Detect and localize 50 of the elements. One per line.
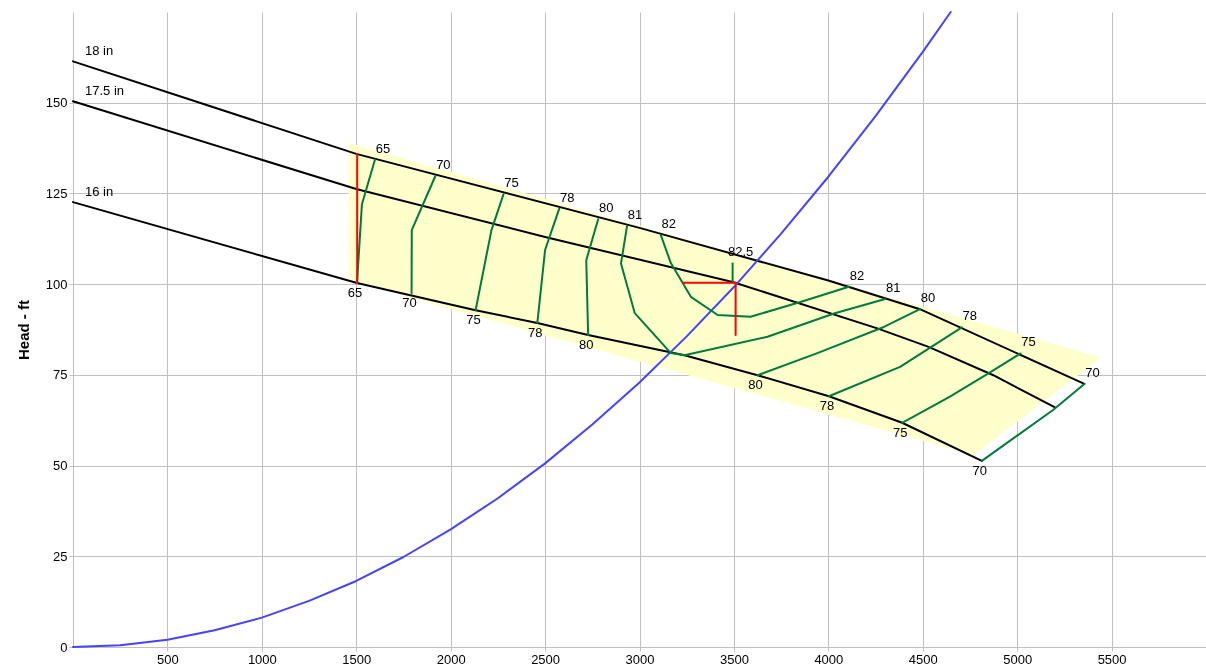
annotation: 78	[962, 308, 978, 324]
y-axis-title: Head - ft	[14, 300, 32, 360]
annotation: 78	[560, 189, 575, 205]
x-tick-label: 2500	[531, 651, 561, 665]
x-tick-label: 2000	[436, 651, 466, 665]
x-tick-label: 5500	[1097, 651, 1127, 665]
series-label: 18 in	[85, 43, 114, 59]
line-series	[72, 100, 1056, 409]
annotation: 82	[661, 216, 677, 232]
x-tick-label: 500	[157, 651, 179, 665]
annotation: 65	[375, 140, 391, 156]
annotation: 81	[885, 280, 901, 296]
annotation: 75	[504, 175, 519, 191]
annotation: 65	[347, 285, 363, 301]
annotation: 81	[627, 207, 643, 223]
y-tick-label: 100	[45, 276, 68, 292]
y-tick-label: 25	[53, 548, 68, 564]
line-series	[72, 11, 952, 648]
annotation: 75	[466, 312, 481, 328]
y-tick-label: 50	[53, 458, 68, 474]
series-label: 17.5 in	[85, 83, 125, 99]
y-tick-label: 75	[53, 367, 68, 383]
x-tick-label: 4500	[908, 651, 938, 665]
line-series	[72, 201, 983, 462]
annotation: 75	[1021, 334, 1036, 350]
annotation: 75	[892, 424, 908, 440]
annotation: 70	[436, 157, 451, 173]
annotation: 78	[819, 398, 835, 414]
annotation: 70	[1085, 364, 1100, 380]
annotation: 70	[972, 462, 988, 478]
annotation: 80	[748, 377, 763, 393]
series-label: 16 in	[85, 184, 114, 200]
y-tick-label: 125	[45, 185, 68, 201]
annotation: 80	[598, 200, 614, 216]
y-tick-label: 150	[45, 95, 68, 111]
x-tick-label: 1500	[342, 651, 372, 665]
annotation: 80	[920, 290, 936, 306]
line-series	[756, 308, 921, 377]
x-tick-label: 1000	[247, 651, 277, 665]
annotation: 78	[528, 324, 543, 340]
x-tick-label: 3000	[625, 651, 655, 665]
annotation: 70	[402, 295, 417, 311]
line-series	[901, 352, 1022, 424]
x-tick-label: 5000	[1003, 651, 1033, 665]
x-tick-label: 4000	[814, 651, 844, 665]
line-series	[659, 234, 850, 318]
x-tick-label: 3500	[719, 651, 749, 665]
annotation: 82	[849, 267, 865, 283]
y-tick-label: 0	[60, 639, 68, 655]
annotation: 80	[578, 336, 594, 352]
